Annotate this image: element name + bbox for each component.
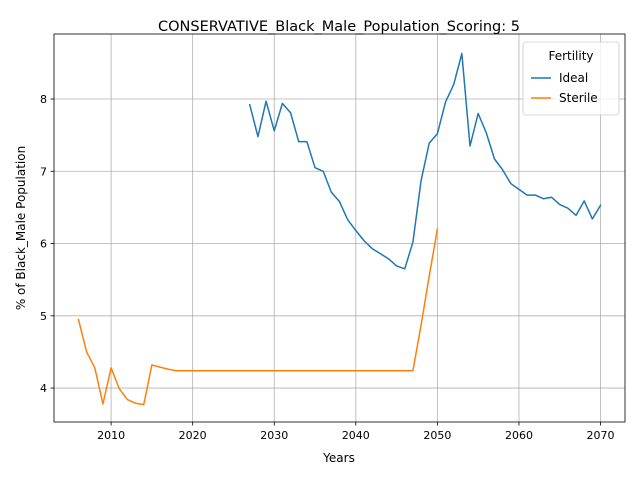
chart-title: CONSERVATIVE_Black_Male_Population_Scori…	[158, 19, 520, 35]
grid-lines	[54, 34, 625, 422]
x-tick-label: 2020	[179, 429, 207, 442]
legend: Fertility Ideal Sterile	[522, 41, 620, 116]
y-axis-label: % of Black_Male Population	[14, 146, 28, 310]
x-tick-label: 2070	[587, 429, 615, 442]
y-tick-label: 4	[40, 382, 47, 395]
y-tick-label: 6	[40, 238, 47, 251]
plot-frame	[53, 33, 626, 423]
legend-label-ideal: Ideal	[559, 71, 588, 85]
series-line-sterile	[77, 228, 439, 406]
series-line-ideal	[248, 52, 602, 270]
legend-box	[522, 41, 620, 116]
y-tick-label: 7	[40, 165, 47, 178]
legend-label-sterile: Sterile	[559, 91, 598, 105]
y-tick-label: 5	[40, 310, 47, 323]
x-tick-label: 2050	[423, 429, 451, 442]
x-axis-ticks: 2010 2020 2030 2040 2050 2060 2070	[97, 422, 615, 442]
x-axis-label: Years	[322, 451, 355, 465]
series-layer	[77, 52, 602, 406]
x-tick-label: 2030	[260, 429, 288, 442]
x-tick-label: 2010	[97, 429, 125, 442]
x-tick-label: 2040	[342, 429, 370, 442]
legend-title: Fertility	[548, 49, 593, 63]
x-tick-label: 2060	[505, 429, 533, 442]
y-tick-label: 8	[40, 93, 47, 106]
y-axis-ticks: 4 5 6 7 8	[40, 93, 54, 395]
